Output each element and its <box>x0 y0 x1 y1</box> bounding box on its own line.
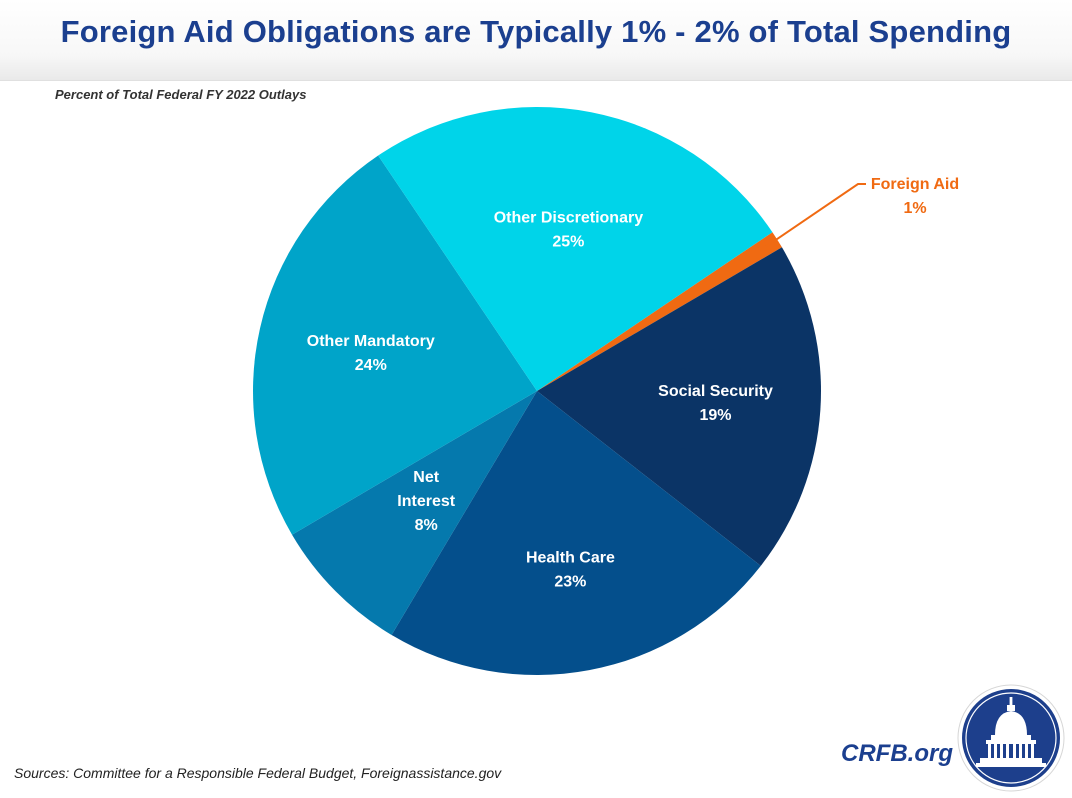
pie-slice-foreign-aid <box>537 232 782 391</box>
slice-label-value: 8% <box>415 517 438 534</box>
slice-label-value: 25% <box>552 233 584 250</box>
slice-label-name: Other Discretionary <box>494 209 643 226</box>
title-bar: Foreign Aid Obligations are Typically 1%… <box>0 0 1072 81</box>
chart-title: Foreign Aid Obligations are Typically 1%… <box>60 14 1012 49</box>
pie-slice-net-interest <box>292 391 537 635</box>
slice-label-value: 1% <box>903 200 926 217</box>
chart-subtitle: Percent of Total Federal FY 2022 Outlays <box>55 87 307 102</box>
slice-label-value: 23% <box>554 574 586 591</box>
slice-label-value: 19% <box>699 407 731 424</box>
slice-label-name: Net <box>413 469 439 486</box>
slice-label-value: 24% <box>355 357 387 374</box>
pie-slice-other-mandatory <box>253 155 537 535</box>
slice-label-name: Foreign Aid <box>871 176 959 193</box>
pie-slice-other-discretionary <box>378 106 773 391</box>
slice-label-name: Social Security <box>658 383 773 400</box>
foreign-aid-leader-line <box>759 183 866 252</box>
slice-label-name: Health Care <box>526 550 615 567</box>
slice-label-name: Interest <box>397 493 455 510</box>
slice-label-name: Other Mandatory <box>307 333 435 350</box>
brand-link[interactable]: CRFB.org <box>841 740 953 767</box>
pie-slice-social-security <box>537 247 821 566</box>
capitol-dome-icon <box>957 684 1065 792</box>
pie-slice-health-care <box>391 391 761 675</box>
sources-note: Sources: Committee for a Responsible Fed… <box>14 765 502 781</box>
